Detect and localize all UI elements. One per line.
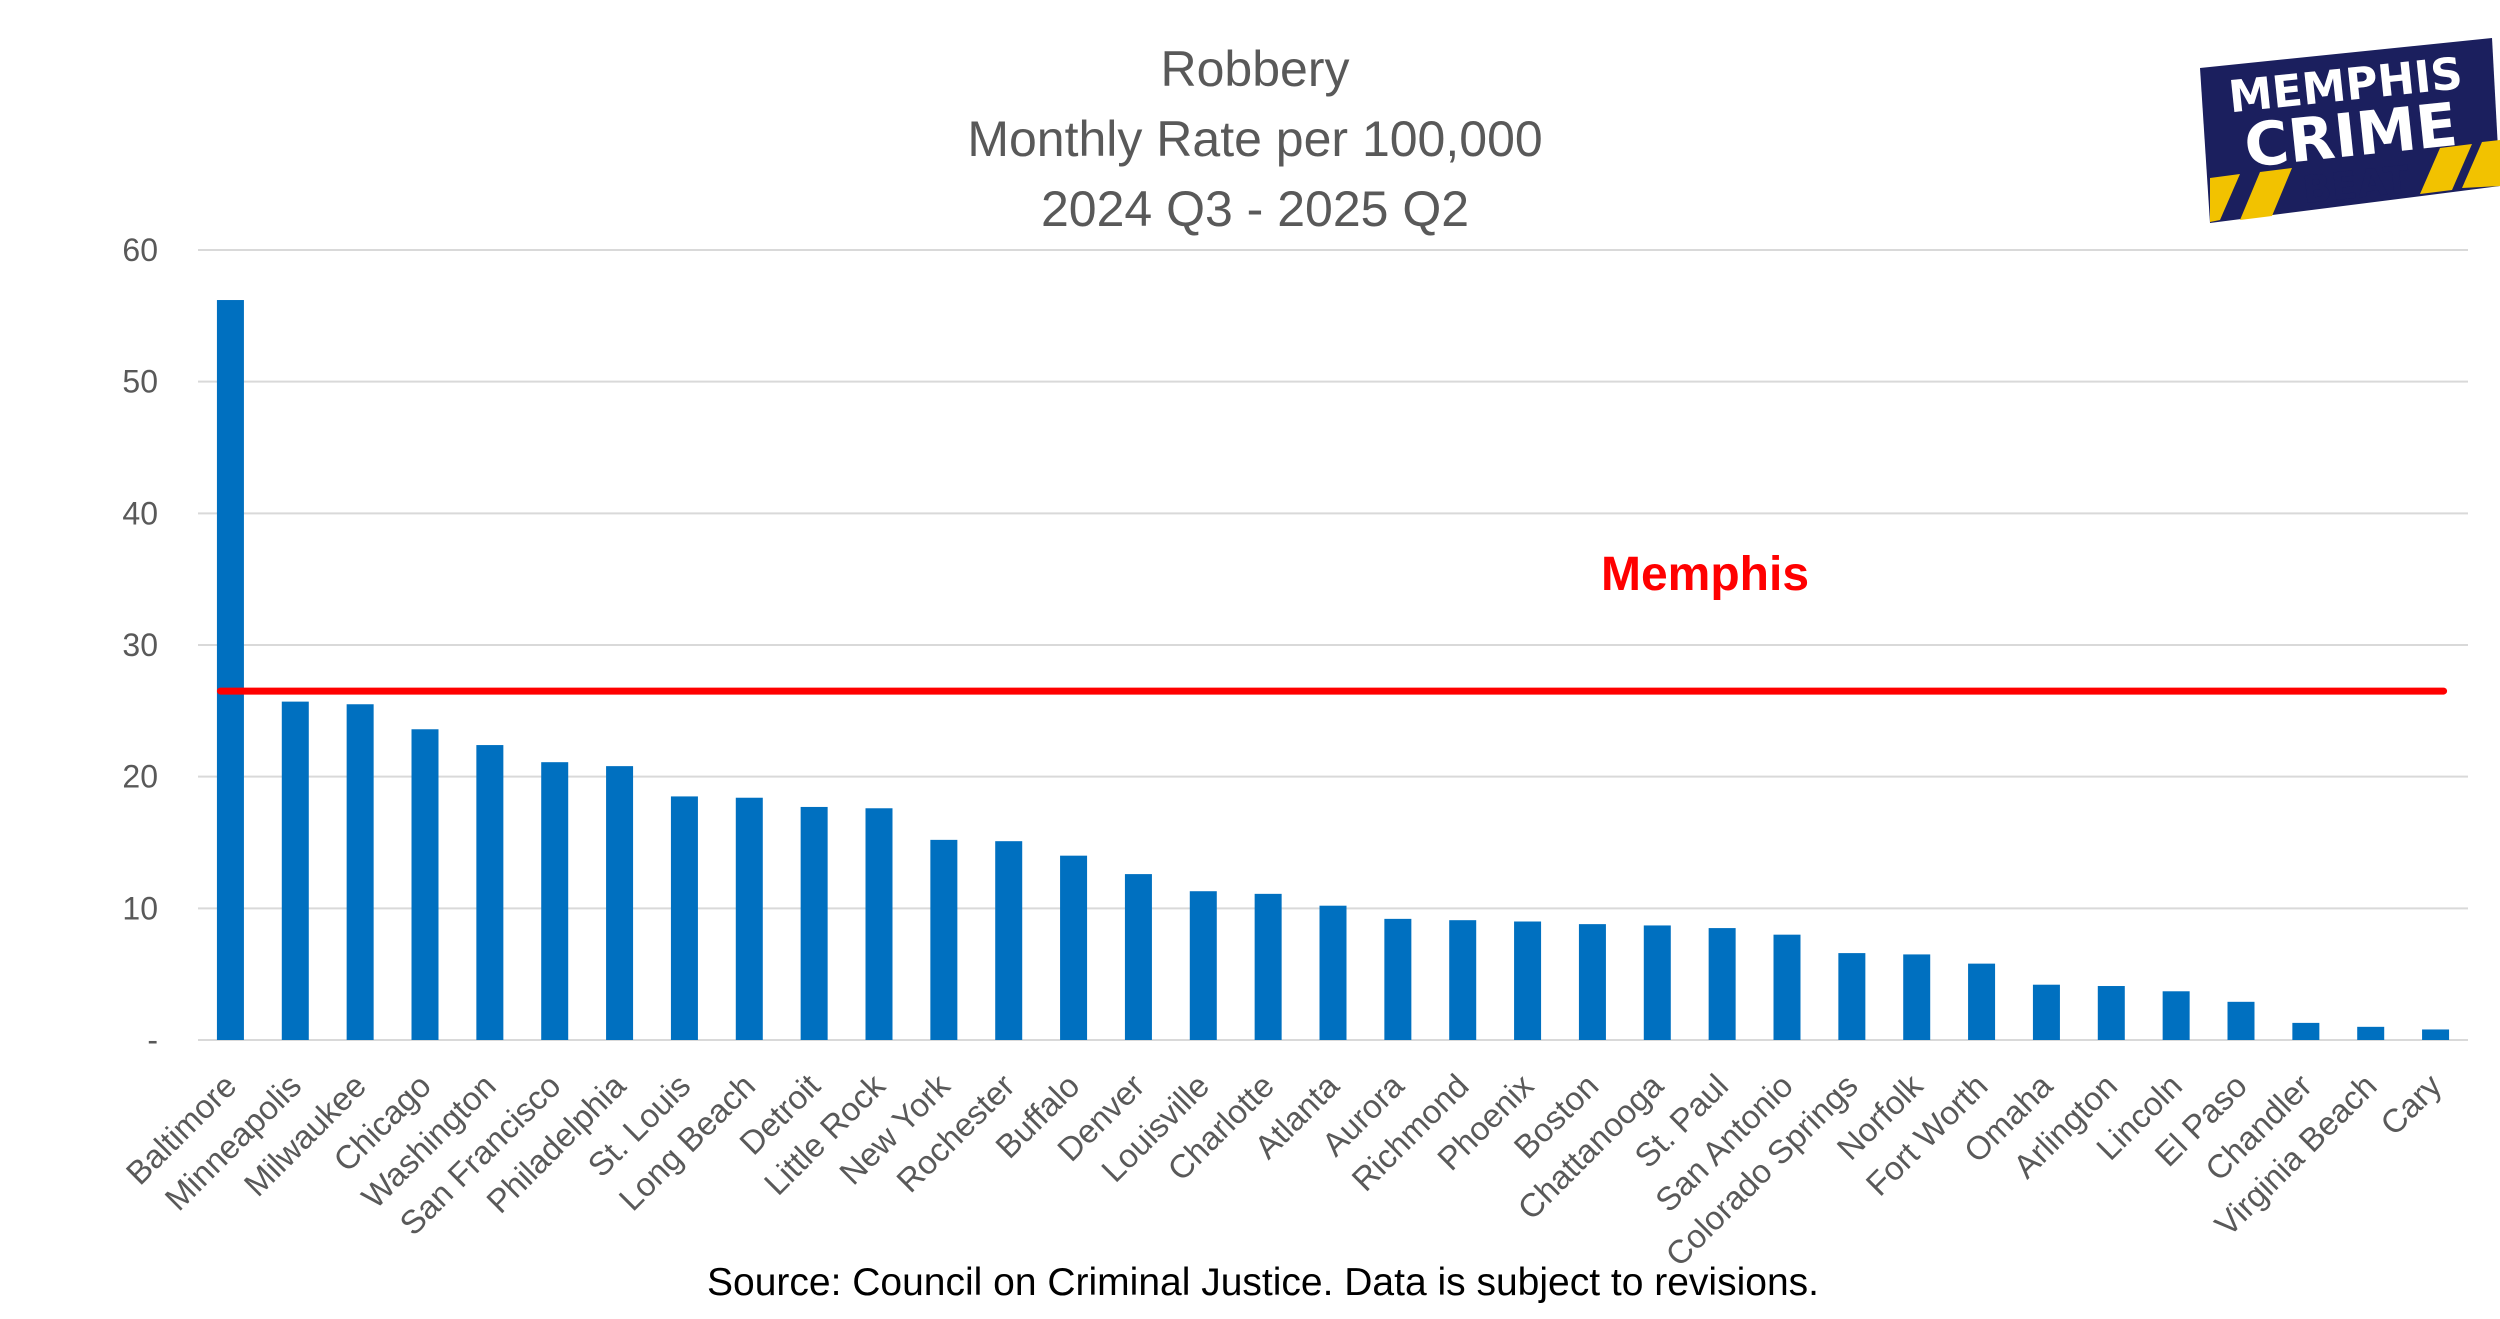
x-tick-label: Cary: [2373, 1066, 2449, 1142]
source-note: Source: Council on Criminal Justice. Dat…: [707, 1261, 1819, 1304]
bar-cary: [2422, 1029, 2450, 1040]
bar-colorado-springs: [1838, 953, 1866, 1040]
bar-rochester: [995, 841, 1023, 1040]
bar-baltimore: [216, 300, 244, 1040]
y-axis-ticks: - 10 20 30 40 50 60: [122, 232, 158, 1058]
y-tick-label: -: [147, 1022, 158, 1058]
bar-chattanooga: [1643, 925, 1671, 1040]
bar-atlanta: [1319, 905, 1347, 1040]
bar-boston: [1578, 924, 1606, 1040]
y-tick-label: 20: [122, 759, 158, 795]
bar-san-antonio: [1773, 934, 1801, 1040]
bar-chicago: [411, 729, 439, 1040]
y-tick-label: 50: [122, 364, 158, 400]
memphis-reference: Memphis: [216, 548, 2448, 695]
bars: [216, 300, 2450, 1040]
bar-little-rock: [865, 808, 893, 1040]
title-line-2: Monthly Rate per 100,000: [967, 111, 1542, 167]
gridlines: [198, 249, 2468, 1041]
title-line-1: Robbery: [1161, 41, 1350, 97]
memphis-crime-beat-logo: MEMPHIS CRIME BEAT: [2200, 38, 2500, 223]
y-tick-label: 40: [122, 495, 158, 531]
bar-philadelphia: [606, 766, 634, 1040]
bar-washington: [476, 745, 504, 1040]
bar-fort-worth: [1968, 963, 1996, 1040]
bar-detroit: [800, 806, 828, 1040]
bar-buffalo: [1060, 855, 1088, 1040]
bar-new-york: [930, 839, 958, 1040]
logo-stripe: [2420, 144, 2472, 194]
bar-aurora: [1384, 918, 1412, 1040]
bar-arlington: [2097, 986, 2125, 1040]
bar-minneapolis: [281, 701, 309, 1040]
x-axis-ticks: BaltimoreMinneapolisMilwaukeeChicagoWash…: [119, 1066, 2449, 1273]
logo-stripe: [2210, 174, 2240, 222]
bar-louisville: [1189, 891, 1217, 1040]
logo-stripe: [2240, 168, 2292, 220]
y-tick-label: 10: [122, 890, 158, 926]
bar-st-paul: [1708, 928, 1736, 1040]
bar-omaha: [2032, 984, 2060, 1040]
bar-long-beach: [735, 797, 763, 1040]
y-tick-label: 30: [122, 627, 158, 663]
bar-el-paso: [2227, 1001, 2255, 1040]
title-line-3: 2024 Q3 - 2025 Q2: [1041, 181, 1469, 237]
bar-milwaukee: [346, 704, 374, 1040]
bar-san-francisco: [541, 762, 569, 1040]
bar-st-louis: [670, 796, 698, 1040]
bar-virginia-beach: [2357, 1026, 2385, 1040]
bar-norfolk: [1903, 954, 1931, 1040]
bar-phoenix: [1514, 921, 1542, 1040]
bar-richmond: [1449, 920, 1477, 1040]
memphis-label: Memphis: [1601, 548, 1809, 601]
bar-denver: [1124, 874, 1152, 1040]
chart-title: Robbery Monthly Rate per 100,000 2024 Q3…: [967, 41, 1542, 237]
y-tick-label: 60: [122, 232, 158, 268]
bar-chandler: [2292, 1022, 2320, 1040]
bar-lincoln: [2162, 991, 2190, 1040]
bar-charlotte: [1254, 893, 1282, 1040]
logo-stripe: [2462, 140, 2500, 188]
